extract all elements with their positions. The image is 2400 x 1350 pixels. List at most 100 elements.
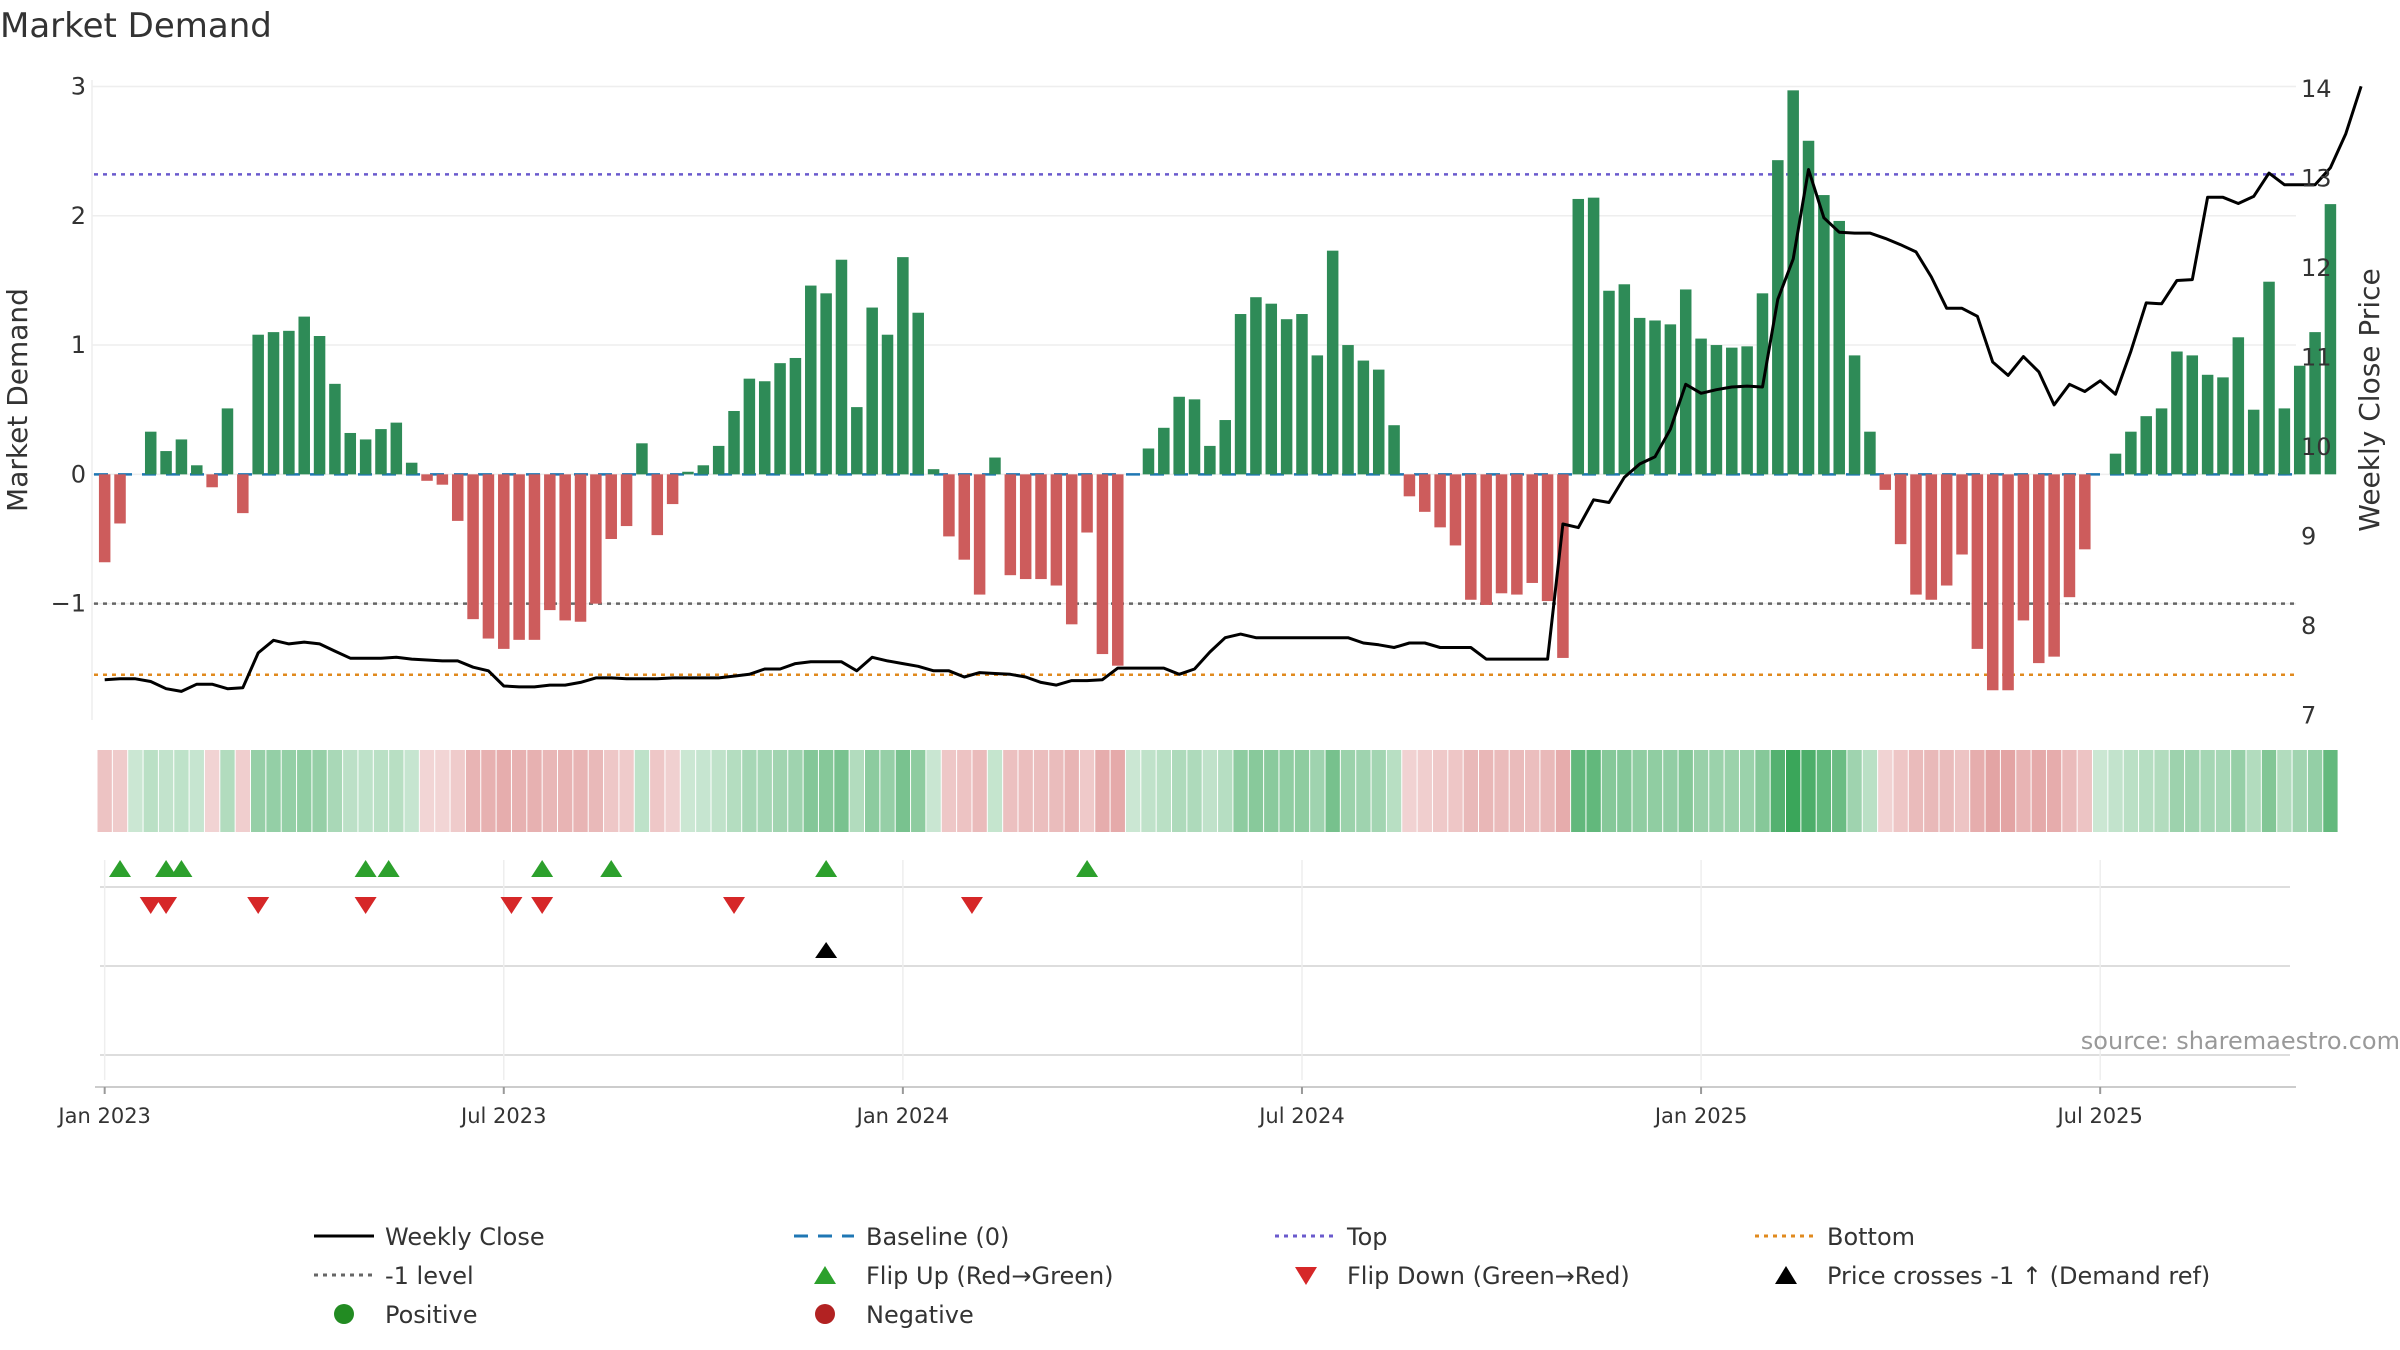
heat-cell <box>1003 750 1018 832</box>
heat-cell <box>711 750 726 832</box>
demand-bar <box>1572 198 1585 475</box>
heat-cell <box>987 750 1003 832</box>
demand-bar <box>267 332 280 475</box>
legend-baseline-label: Baseline (0) <box>866 1223 1009 1251</box>
demand-bar <box>1050 474 1063 586</box>
demand-bar <box>191 465 203 475</box>
heat-cell <box>2139 750 2154 832</box>
heat-cell <box>1970 750 1985 832</box>
demand-bar <box>1833 220 1845 475</box>
demand-bar <box>743 378 756 475</box>
demand-bar <box>498 474 510 649</box>
demand-bar <box>2017 474 2030 621</box>
demand-bar <box>175 439 188 475</box>
heat-cell <box>404 750 419 832</box>
demand-bar <box>1019 474 1032 580</box>
demand-bar <box>697 465 710 475</box>
demand-bar <box>451 474 464 521</box>
heat-cell <box>1893 750 1908 832</box>
heat-cell <box>1110 750 1125 832</box>
demand-bar <box>1465 474 1477 600</box>
heat-cell <box>834 750 849 832</box>
demand-bar <box>2048 474 2060 657</box>
legend-flip-up-label: Flip Up (Red→Green) <box>866 1262 1114 1290</box>
heat-cell <box>2277 750 2292 832</box>
legend: Weekly Close Baseline (0) Top Bottom -1 … <box>314 1223 2210 1329</box>
demand-bar <box>728 410 740 475</box>
demand-bar <box>1495 474 1508 594</box>
demand-bar <box>160 451 172 475</box>
demand-bar <box>1480 474 1492 605</box>
legend-minus-one-label: -1 level <box>385 1262 474 1290</box>
heat-cell <box>1954 750 1970 832</box>
heat-cell <box>1371 750 1386 832</box>
demand-bar <box>1296 314 1308 475</box>
heat-cell <box>1939 750 1954 832</box>
demand-bar <box>421 474 433 481</box>
demand-bar <box>1894 474 1907 545</box>
heat-cell <box>957 750 972 832</box>
flip-down-marker <box>500 897 523 914</box>
demand-bar <box>1710 345 1723 475</box>
heat-cell <box>619 750 634 832</box>
demand-bar <box>1787 90 1799 475</box>
demand-bar <box>252 334 264 475</box>
left-tick-label: 1 <box>71 331 86 359</box>
heat-cell <box>803 750 818 832</box>
demand-bar <box>237 474 249 514</box>
demand-bar <box>682 471 694 475</box>
demand-bar <box>1342 345 1354 475</box>
heat-cell <box>297 750 312 832</box>
demand-bar <box>1956 474 1968 555</box>
right-tick-label: 10 <box>2301 433 2332 461</box>
demand-bar <box>605 474 617 539</box>
heat-cell <box>2169 750 2185 832</box>
heat-cell <box>1233 750 1248 832</box>
demand-bar <box>1265 303 1278 475</box>
flip-down-marker <box>155 897 178 914</box>
demand-bar <box>2247 409 2260 475</box>
legend-top-label: Top <box>1346 1223 1388 1251</box>
flip-up-marker <box>155 860 178 877</box>
demand-bar <box>927 469 940 475</box>
heat-cell <box>1540 750 1555 832</box>
demand-bar <box>313 336 326 475</box>
heat-cell <box>281 750 297 832</box>
demand-bar <box>1388 425 1400 475</box>
demand-bar <box>1065 474 1078 625</box>
flip-down-marker <box>531 897 554 914</box>
heat-cell <box>128 750 143 832</box>
heat-cell <box>818 750 834 832</box>
demand-bar <box>528 474 541 640</box>
heat-cell <box>2062 750 2077 832</box>
heat-cell <box>1663 750 1678 832</box>
heat-cell <box>2307 750 2323 832</box>
demand-bar <box>1772 160 1784 475</box>
flip-up-marker <box>377 860 400 877</box>
demand-bar <box>1526 474 1538 583</box>
demand-bar <box>1603 290 1615 475</box>
demand-bar <box>636 443 648 475</box>
demand-bar <box>912 312 924 475</box>
demand-bar <box>2186 355 2199 475</box>
heat-cell <box>220 750 235 832</box>
demand-bar <box>1096 474 1109 655</box>
heat-cell <box>1678 750 1693 832</box>
heat-cell <box>1294 750 1310 832</box>
demand-bar <box>897 257 909 475</box>
demand-bar <box>114 474 126 524</box>
heat-cell <box>1172 750 1187 832</box>
demand-bar <box>482 474 495 639</box>
heat-cell <box>680 750 696 832</box>
heat-cell <box>1079 750 1095 832</box>
demand-bar <box>820 293 832 475</box>
demand-bar <box>2293 365 2306 475</box>
heat-cell <box>665 750 680 832</box>
demand-bar <box>221 408 234 475</box>
heat-cell <box>1325 750 1340 832</box>
heat-cell <box>266 750 281 832</box>
heat-cell <box>1647 750 1663 832</box>
left-tick-label: 3 <box>71 72 86 100</box>
heat-cell <box>1709 750 1724 832</box>
